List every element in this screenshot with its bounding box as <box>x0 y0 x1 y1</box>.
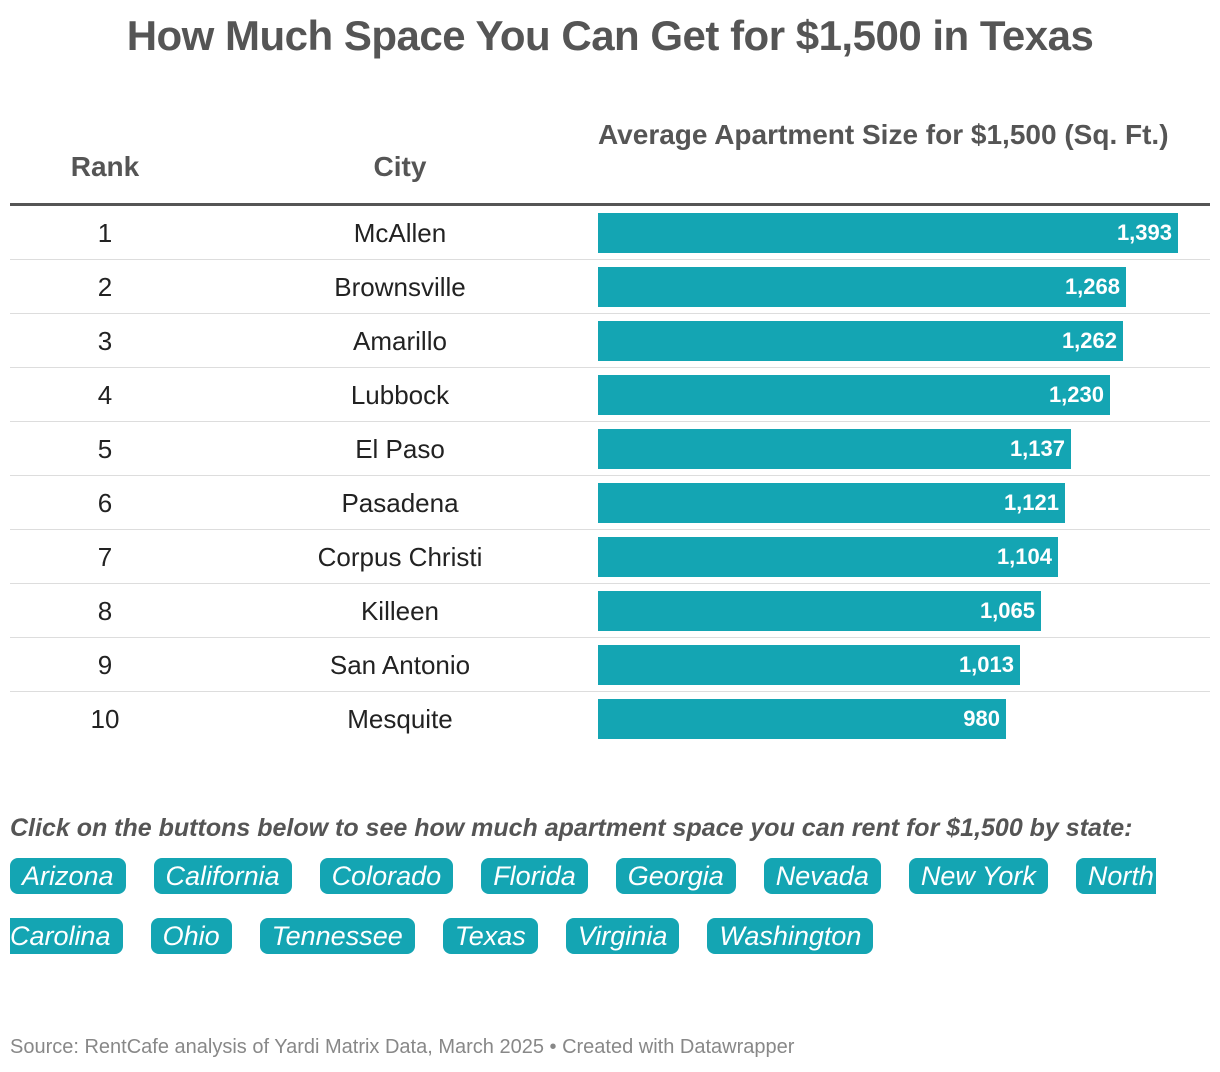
bar: 980 <box>598 699 1006 739</box>
header-rank: Rank <box>70 151 140 182</box>
city-cell: McAllen <box>353 218 447 248</box>
table-body: 1 McAllen 1,393 2 Brownsville 1,268 3 Amarillo 1… <box>10 206 1210 746</box>
state-button-tennessee[interactable]: Tennessee <box>259 918 415 954</box>
bar: 1,268 <box>598 267 1126 307</box>
bar: 1,121 <box>598 483 1065 523</box>
rank-cell: 10 <box>90 704 120 734</box>
bar-value-label: 1,262 <box>1061 328 1117 353</box>
city-cell: El Paso <box>355 434 445 464</box>
table-row: 9 San Antonio 1,013 <box>10 638 1210 692</box>
bar-value-label: 1,393 <box>1116 220 1172 245</box>
state-button-north-carolina-cont[interactable]: Carolina <box>10 918 123 954</box>
state-buttons-line-1: Arizona California Colorado Florida Georgia N… <box>10 858 1156 894</box>
header-size: Average Apartment Size for $1,500 (Sq. F… <box>598 119 1169 150</box>
rank-cell: 2 <box>97 272 113 302</box>
city-cell: Killeen <box>360 596 440 626</box>
table-row: 5 El Paso 1,137 <box>10 422 1210 476</box>
city-cell: Pasadena <box>341 488 459 518</box>
state-button-ohio[interactable]: Ohio <box>150 918 232 954</box>
city-cell: Brownsville <box>334 272 466 302</box>
rank-cell: 5 <box>97 434 113 464</box>
state-button-california[interactable]: California <box>153 858 292 894</box>
bar-value-label: 980 <box>963 706 1000 731</box>
rank-cell: 6 <box>97 488 113 518</box>
bar-value-label: 1,268 <box>1064 274 1120 299</box>
state-button-georgia[interactable]: Georgia <box>615 858 736 894</box>
table-header: Rank City Average Apartment Size for $1,… <box>10 112 1210 206</box>
table-row: 2 Brownsville 1,268 <box>10 260 1210 314</box>
table-row: 3 Amarillo 1,262 <box>10 314 1210 368</box>
state-button-colorado[interactable]: Colorado <box>319 858 454 894</box>
bar-value-label: 1,104 <box>996 544 1052 569</box>
state-button-new-york[interactable]: New York <box>908 858 1048 894</box>
bar: 1,393 <box>598 213 1178 253</box>
state-buttons-line-2: Carolina Ohio Tennessee Texas Virginia Washin… <box>10 918 901 954</box>
bar-value-label: 1,230 <box>1048 382 1104 407</box>
city-cell: San Antonio <box>329 650 471 680</box>
bar-value-label: 1,065 <box>979 598 1035 623</box>
bar-value-label: 1,121 <box>1003 490 1059 515</box>
table-row: 10 Mesquite 980 <box>10 692 1210 746</box>
bar: 1,013 <box>598 645 1020 685</box>
bar-value-label: 1,013 <box>958 652 1014 677</box>
bar: 1,104 <box>598 537 1058 577</box>
rank-cell: 1 <box>97 218 113 248</box>
state-button-arizona[interactable]: Arizona <box>10 858 126 894</box>
rank-cell: 7 <box>97 542 113 572</box>
state-button-texas[interactable]: Texas <box>442 918 538 954</box>
city-cell: Mesquite <box>347 704 453 734</box>
table-row: 6 Pasadena 1,121 <box>10 476 1210 530</box>
city-cell: Corpus Christi <box>317 542 483 572</box>
bar-value-label: 1,137 <box>1009 436 1065 461</box>
city-cell: Amarillo <box>353 326 447 356</box>
table-row: 7 Corpus Christi 1,104 <box>10 530 1210 584</box>
rank-cell: 9 <box>97 650 113 680</box>
header-city: City <box>373 151 427 182</box>
city-cell: Lubbock <box>350 380 450 410</box>
bar: 1,137 <box>598 429 1071 469</box>
rank-cell: 3 <box>97 326 113 356</box>
source-note: Source: RentCafe analysis of Yardi Matri… <box>10 1036 795 1058</box>
state-button-washington[interactable]: Washington <box>707 918 874 954</box>
states-prompt: Click on the buttons below to see how mu… <box>10 814 1133 842</box>
rank-cell: 8 <box>97 596 113 626</box>
bar: 1,065 <box>598 591 1041 631</box>
rank-cell: 4 <box>97 380 113 410</box>
state-button-florida[interactable]: Florida <box>481 858 588 894</box>
table-row: 4 Lubbock 1,230 <box>10 368 1210 422</box>
state-button-virginia[interactable]: Virginia <box>565 918 680 954</box>
table-row: 8 Killeen 1,065 <box>10 584 1210 638</box>
data-table: Rank City Average Apartment Size for $1,… <box>10 112 1210 746</box>
state-button-nevada[interactable]: Nevada <box>763 858 881 894</box>
state-button-north-carolina[interactable]: North <box>1075 858 1156 894</box>
table-row: 1 McAllen 1,393 <box>10 206 1210 260</box>
chart-title: How Much Space You Can Get for $1,500 in… <box>126 12 1094 59</box>
bar: 1,230 <box>598 375 1110 415</box>
bar: 1,262 <box>598 321 1123 361</box>
